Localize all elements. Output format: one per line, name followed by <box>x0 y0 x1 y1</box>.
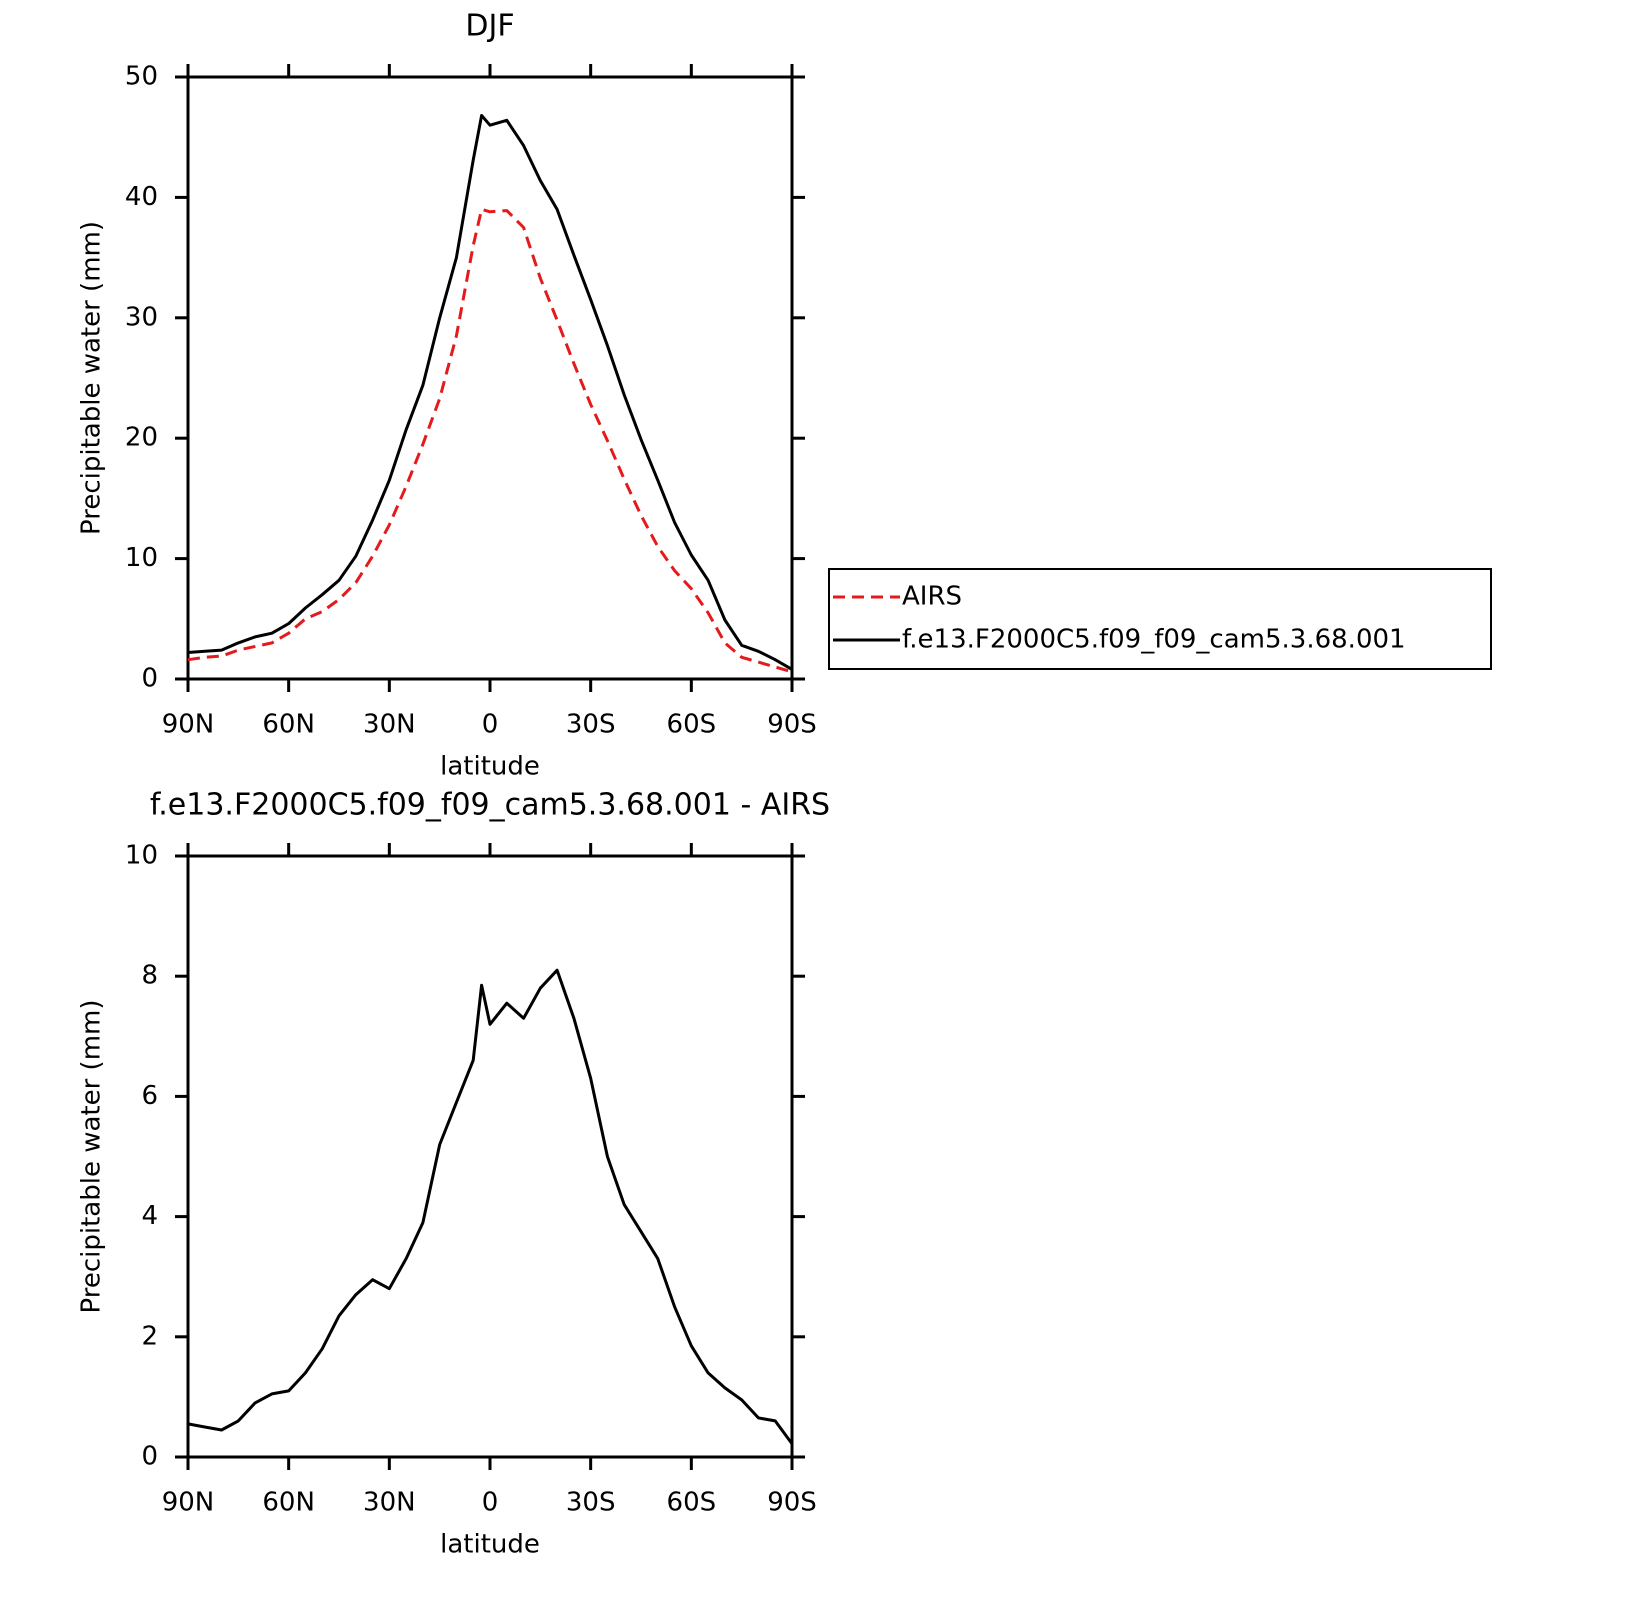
chart-title: f.e13.F2000C5.f09_f09_cam5.3.68.001 - AI… <box>150 788 830 823</box>
x-tick-label: 60S <box>667 710 717 740</box>
y-axis-label: Precipitable water (mm) <box>77 221 107 535</box>
y-tick-label: 30 <box>125 302 158 332</box>
x-tick-label: 60S <box>667 1488 717 1518</box>
y-tick-label: 2 <box>141 1321 158 1351</box>
data-line <box>187 114 793 671</box>
x-tick-label: 30N <box>363 1488 416 1518</box>
x-tick-label: 90S <box>767 1488 817 1518</box>
y-tick-label: 10 <box>125 543 158 573</box>
x-tick-label: 60N <box>262 710 315 740</box>
x-axis-label: latitude <box>440 1530 540 1560</box>
x-axis-label: latitude <box>440 752 540 782</box>
data-line <box>187 207 793 674</box>
x-tick-label: 90N <box>162 1488 215 1518</box>
y-tick-label: 0 <box>141 664 158 694</box>
x-tick-label: 30S <box>566 1488 616 1518</box>
x-tick-label: 30S <box>566 710 616 740</box>
legend-label: f.e13.F2000C5.f09_f09_cam5.3.68.001 <box>902 625 1406 655</box>
legend-label: AIRS <box>902 582 962 612</box>
x-tick-label: 0 <box>482 1488 499 1518</box>
x-tick-label: 90S <box>767 710 817 740</box>
plot-frame <box>186 75 794 681</box>
chart-title: DJF <box>465 9 514 44</box>
x-tick-label: 30N <box>363 710 416 740</box>
y-tick-label: 50 <box>125 62 158 92</box>
y-tick-label: 6 <box>141 1081 158 1111</box>
y-tick-label: 10 <box>125 841 158 871</box>
y-tick-label: 20 <box>125 423 158 453</box>
data-line <box>187 968 794 1445</box>
legend: AIRS f.e13.F2000C5.f09_f09_cam5.3.68.001 <box>828 568 1492 670</box>
x-tick-label: 60N <box>262 1488 315 1518</box>
y-tick-label: 0 <box>141 1442 158 1472</box>
y-axis-label: Precipitable water (mm) <box>77 1000 107 1314</box>
y-tick-label: 8 <box>141 961 158 991</box>
y-tick-label: 4 <box>141 1201 158 1231</box>
y-tick-label: 40 <box>125 182 158 212</box>
x-tick-label: 90N <box>162 710 215 740</box>
plot-frame <box>186 854 794 1459</box>
legend-box <box>828 568 1492 670</box>
x-tick-label: 0 <box>482 710 499 740</box>
